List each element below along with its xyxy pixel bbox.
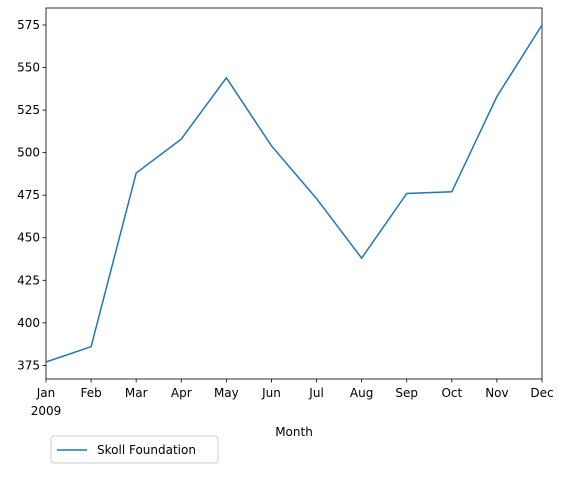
- x-tick-label: Feb: [80, 386, 101, 400]
- x-tick-label: Dec: [530, 386, 553, 400]
- y-tick-label: 475: [17, 188, 40, 202]
- legend-label: Skoll Foundation: [97, 443, 196, 457]
- x-tick-label: Sep: [395, 386, 418, 400]
- x-tick-label: Jul: [308, 386, 323, 400]
- y-tick-label: 425: [17, 273, 40, 287]
- y-tick-label: 550: [17, 61, 40, 75]
- y-tick-label: 500: [17, 146, 40, 160]
- x-tick-label: May: [214, 386, 239, 400]
- y-tick-label: 575: [17, 18, 40, 32]
- plot-frame: [45, 7, 543, 380]
- y-tick-label: 525: [17, 103, 40, 117]
- x-tick-label: Mar: [125, 386, 148, 400]
- y-tick-label: 375: [17, 358, 40, 372]
- x-tick-label: Nov: [485, 386, 508, 400]
- x-year-label: 2009: [31, 404, 62, 418]
- y-tick-label: 400: [17, 316, 40, 330]
- y-tick-label: 450: [17, 231, 40, 245]
- x-tick-label: Apr: [171, 386, 192, 400]
- data-line: [45, 24, 543, 363]
- legend-box: [50, 435, 219, 464]
- x-tick-label: Jan: [36, 386, 56, 400]
- x-tick-label: Oct: [441, 386, 462, 400]
- x-tick-label: Aug: [350, 386, 373, 400]
- x-axis-label: Month: [275, 425, 313, 439]
- x-tick-label: Jun: [261, 386, 281, 400]
